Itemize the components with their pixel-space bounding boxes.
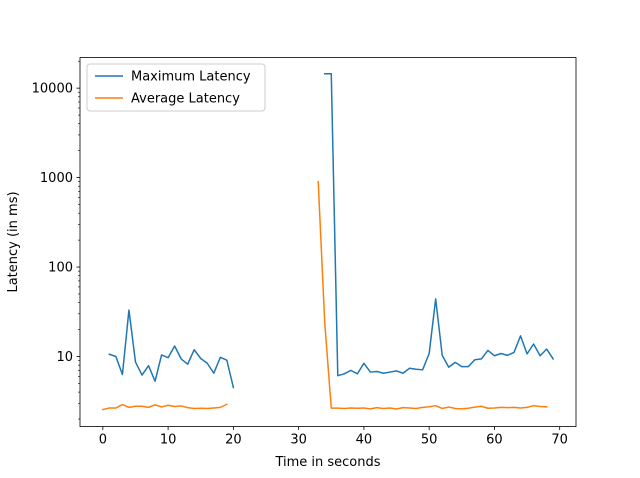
legend: Maximum Latency Average Latency [86,63,266,112]
y-tick-label: 1000 [40,171,73,186]
axes-frame [79,57,577,427]
y-tick-label: 100 [48,261,73,276]
y-axis-ticks: 10 100 1000 10000 [32,60,80,420]
x-axis-ticks: 0 10 20 30 40 50 60 70 [99,426,568,448]
plot-lines [101,72,555,411]
x-tick-label: 70 [551,433,568,448]
series-line-average-latency-segment-1 [101,403,228,411]
legend-box [86,63,266,112]
y-tick-label: 10 [56,350,73,365]
legend-label-average-latency: Average Latency [131,92,240,107]
x-tick-label: 50 [421,433,438,448]
x-tick-label: 60 [486,433,503,448]
x-tick-label: 0 [99,433,107,448]
x-tick-label: 20 [225,433,242,448]
legend-label-maximum-latency: Maximum Latency [131,70,251,85]
x-axis-label: Time in seconds [274,455,380,470]
x-tick-label: 40 [356,433,373,448]
y-tick-label: 10000 [32,82,73,97]
x-tick-label: 10 [160,433,177,448]
series-line-maximum-latency-segment-2 [323,72,555,377]
y-axis-label: Latency (in ms) [6,191,21,292]
series-line-maximum-latency-segment-1 [108,309,235,389]
series-line-average-latency-segment-2 [317,180,548,410]
x-tick-label: 30 [290,433,307,448]
